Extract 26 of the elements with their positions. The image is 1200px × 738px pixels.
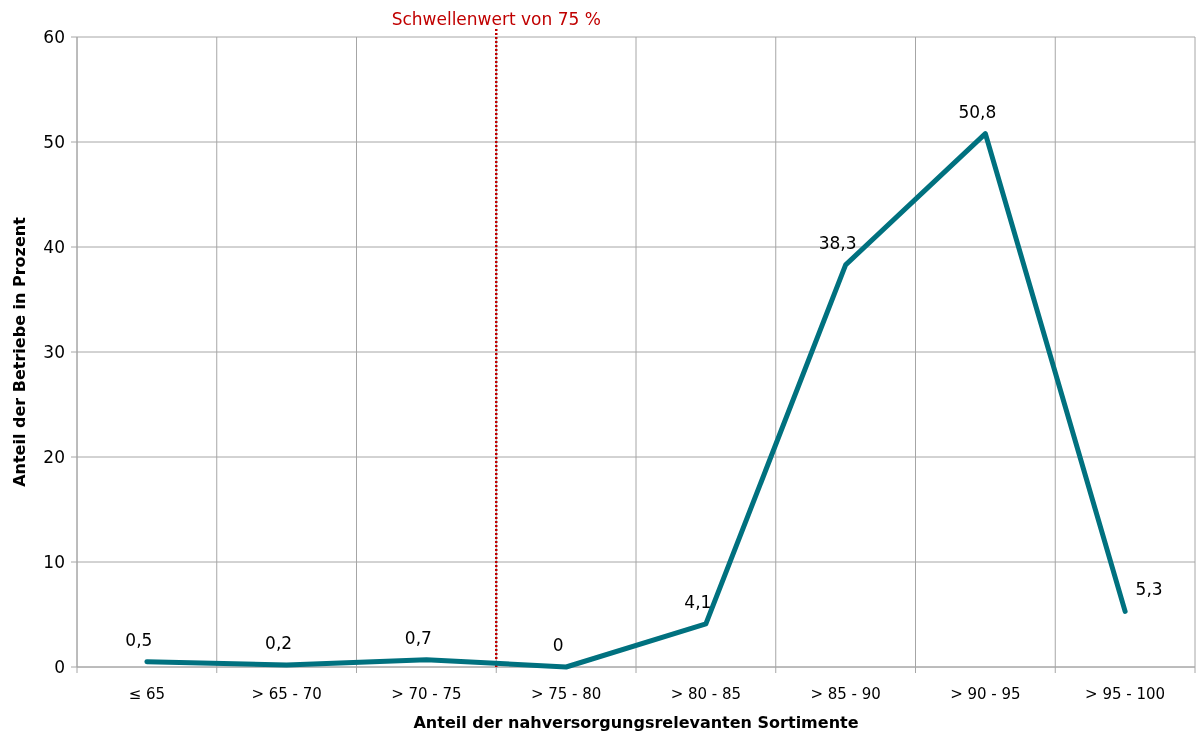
data-label: 0,7 (404, 627, 432, 648)
y-tick-label: 0 (54, 657, 65, 677)
x-tick-label: ≤ 65 (128, 685, 166, 703)
data-label: 50,8 (958, 101, 997, 122)
data-label: 0,2 (265, 632, 293, 653)
x-tick-label: > 75 - 80 (530, 685, 602, 703)
x-tick-label: > 80 - 85 (670, 685, 742, 703)
x-axis-title: Anteil der nahversorgungsrelevanten Sortimente (413, 713, 859, 732)
data-label: 0,5 (125, 629, 153, 650)
y-tick-label: 20 (43, 447, 65, 467)
y-tick-label: 50 (43, 132, 65, 152)
x-tick-label: > 95 - 100 (1085, 685, 1166, 703)
y-axis-title: Anteil der Betriebe in Prozent (10, 216, 29, 487)
data-label: 5,3 (1135, 579, 1163, 600)
y-tick-label: 60 (43, 27, 65, 47)
y-tick-label: 10 (43, 552, 65, 572)
data-label: 38,3 (818, 232, 857, 253)
ref-line-label: Schwellenwert von 75 % (391, 9, 601, 29)
data-label: 4,1 (684, 591, 712, 612)
x-tick-label: > 90 - 95 (950, 685, 1021, 703)
x-tick-label: > 70 - 75 (391, 685, 462, 703)
x-tick-label: > 85 - 90 (810, 685, 881, 703)
y-tick-label: 40 (43, 237, 65, 257)
x-tick-label: > 65 - 70 (251, 685, 322, 703)
y-tick-label: 30 (43, 342, 65, 362)
data-label: 0 (552, 635, 564, 655)
